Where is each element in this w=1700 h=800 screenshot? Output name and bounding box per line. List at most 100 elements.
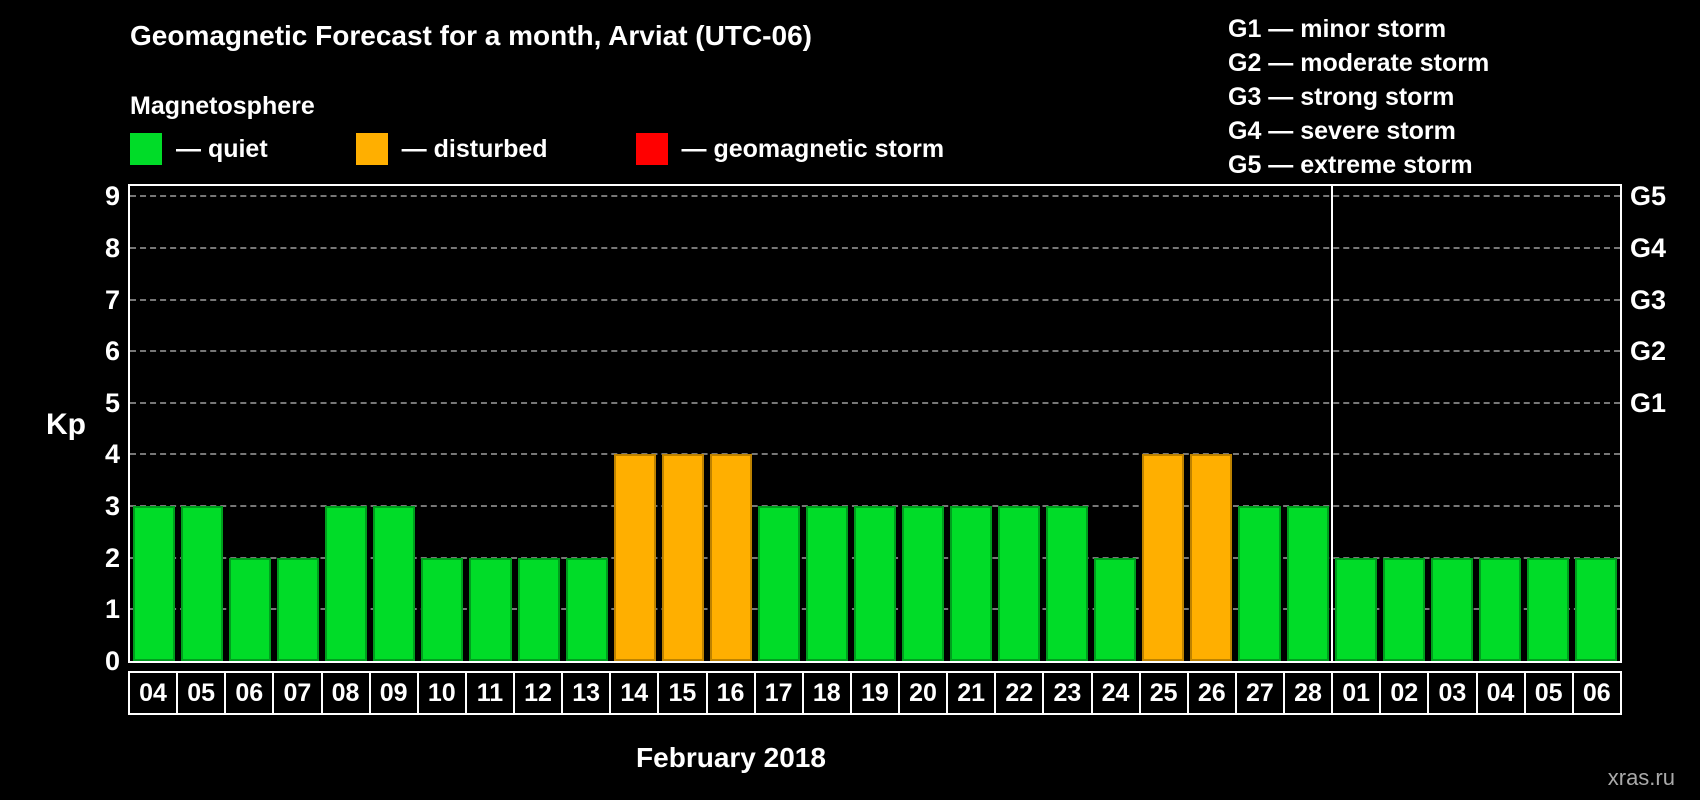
day-label-05-idx29: 05 [1523, 671, 1574, 715]
day-label-24-idx20: 24 [1090, 671, 1141, 715]
storm-scale-line-g3: G3 — strong storm [1228, 83, 1455, 111]
day-label-10-idx6: 10 [416, 671, 467, 715]
day-label-12-idx8: 12 [513, 671, 564, 715]
kp-bar-day-20-idx16 [902, 506, 945, 661]
legend-item-storm: — geomagnetic storm [635, 133, 945, 165]
day-label-25-idx21: 25 [1138, 671, 1189, 715]
y-tick-label-7: 7 [104, 284, 120, 315]
kp-bar-day-14-idx10 [613, 454, 656, 661]
kp-bar-day-04-idx28 [1478, 557, 1521, 661]
kp-bar-day-06-idx30 [1574, 557, 1617, 661]
storm-color-swatch [635, 133, 668, 165]
kp-bar-day-13-idx9 [565, 557, 608, 661]
month-separator [1330, 186, 1333, 661]
kp-bar-day-17-idx13 [757, 506, 800, 661]
chart-title: Geomagnetic Forecast for a month, Arviat… [130, 20, 812, 51]
y-tick-label-0: 0 [104, 646, 120, 676]
g-scale-label-g3: G3 [1630, 284, 1667, 315]
disturbed-color-swatch [355, 133, 388, 165]
kp-bar-day-27-idx23 [1238, 506, 1281, 661]
day-label-01-idx25: 01 [1331, 671, 1382, 715]
legend-label-storm: — geomagnetic storm [681, 134, 945, 163]
day-label-06-idx2: 06 [224, 671, 275, 715]
kp-bar-day-02-idx26 [1382, 557, 1425, 661]
day-label-14-idx10: 14 [609, 671, 660, 715]
y-tick-label-2: 2 [104, 542, 120, 573]
storm-scale-line-g4: G4 — severe storm [1228, 117, 1456, 145]
y-tick-label-1: 1 [104, 594, 120, 625]
kp-bar-day-26-idx22 [1190, 454, 1233, 661]
day-label-11-idx7: 11 [464, 671, 515, 715]
day-label-26-idx22: 26 [1186, 671, 1237, 715]
kp-bar-day-28-idx24 [1286, 506, 1329, 661]
day-label-09-idx5: 09 [368, 671, 419, 715]
storm-scale-legend: G1 — minor storm G2 — moderate storm G3 … [1228, 12, 1489, 182]
gridline-kp-6 [130, 350, 1620, 353]
gridline-kp-7 [130, 298, 1620, 301]
legend-item-quiet: — quiet [130, 133, 268, 165]
kp-bar-day-05-idx1 [181, 506, 224, 661]
g-scale-label-g5: G5 [1630, 181, 1667, 212]
kp-bar-day-15-idx11 [661, 454, 704, 661]
day-label-06-idx30: 06 [1571, 671, 1622, 715]
kp-bar-day-21-idx17 [950, 506, 993, 661]
y-tick-label-9: 9 [104, 181, 120, 212]
day-label-08-idx4: 08 [320, 671, 371, 715]
day-label-23-idx19: 23 [1042, 671, 1093, 715]
kp-bar-day-01-idx25 [1334, 557, 1377, 661]
x-axis-day-labels: 04 05 06 07 08 09 10 11 12 13 14 15 16 17 18 19 20 21 22 23… [128, 671, 1622, 715]
kp-bar-day-24-idx20 [1094, 557, 1137, 661]
legend-label-quiet: — quiet [176, 134, 268, 163]
right-axis-labels: G1 G2 G3 G4 G5 [1630, 181, 1700, 661]
day-label-18-idx14: 18 [801, 671, 852, 715]
day-label-28-idx24: 28 [1283, 671, 1334, 715]
watermark: xras.ru [1607, 765, 1675, 790]
legend-item-disturbed: — disturbed [355, 133, 548, 165]
kp-bar-day-25-idx21 [1142, 454, 1185, 661]
kp-bar-day-22-idx18 [998, 506, 1041, 661]
day-label-04-idx0: 04 [128, 671, 179, 715]
gridline-kp-9 [130, 195, 1620, 198]
kp-bar-day-12-idx8 [517, 557, 560, 661]
day-label-04-idx28: 04 [1475, 671, 1526, 715]
day-label-21-idx17: 21 [946, 671, 997, 715]
y-tick-label-6: 6 [104, 336, 120, 367]
day-label-19-idx15: 19 [849, 671, 900, 715]
y-tick-label-3: 3 [104, 491, 120, 522]
y-axis-ticks: 0 1 2 3 4 5 6 7 8 9 [40, 181, 120, 675]
kp-bar-day-16-idx12 [709, 454, 752, 661]
quiet-color-swatch [130, 133, 162, 165]
day-label-02-idx26: 02 [1379, 671, 1430, 715]
day-label-05-idx1: 05 [176, 671, 227, 715]
storm-scale-line-g5: G5 — extreme storm [1228, 151, 1473, 179]
g-scale-label-g1: G1 [1630, 387, 1667, 418]
day-label-20-idx16: 20 [898, 671, 949, 715]
gridline-kp-5 [130, 401, 1620, 404]
day-label-15-idx11: 15 [657, 671, 708, 715]
kp-bar-day-11-idx7 [469, 557, 512, 661]
g-scale-label-g4: G4 [1630, 232, 1667, 263]
gridline-kp-4 [130, 453, 1620, 456]
magnetosphere-label: Magnetosphere [130, 92, 315, 120]
day-label-16-idx12: 16 [705, 671, 756, 715]
kp-bar-day-03-idx27 [1430, 557, 1473, 661]
kp-bar-day-06-idx2 [229, 557, 272, 661]
day-label-03-idx27: 03 [1427, 671, 1478, 715]
kp-bar-day-23-idx19 [1046, 506, 1089, 661]
kp-bar-day-08-idx4 [325, 506, 368, 661]
day-label-13-idx9: 13 [561, 671, 612, 715]
kp-bar-day-10-idx6 [421, 557, 464, 661]
y-axis-title: Kp [46, 408, 86, 441]
day-label-07-idx3: 07 [272, 671, 323, 715]
gridline-kp-8 [130, 246, 1620, 249]
kp-bar-day-19-idx15 [853, 506, 897, 661]
y-tick-label-5: 5 [104, 387, 120, 418]
day-label-22-idx18: 22 [994, 671, 1045, 715]
day-label-27-idx23: 27 [1234, 671, 1285, 715]
y-tick-label-4: 4 [104, 439, 120, 470]
kp-legend: — quiet — disturbed — geomagnetic storm [130, 133, 1032, 165]
g-scale-label-g2: G2 [1630, 336, 1667, 367]
kp-bar-day-04-idx0 [133, 506, 176, 661]
plot-area [128, 184, 1622, 663]
